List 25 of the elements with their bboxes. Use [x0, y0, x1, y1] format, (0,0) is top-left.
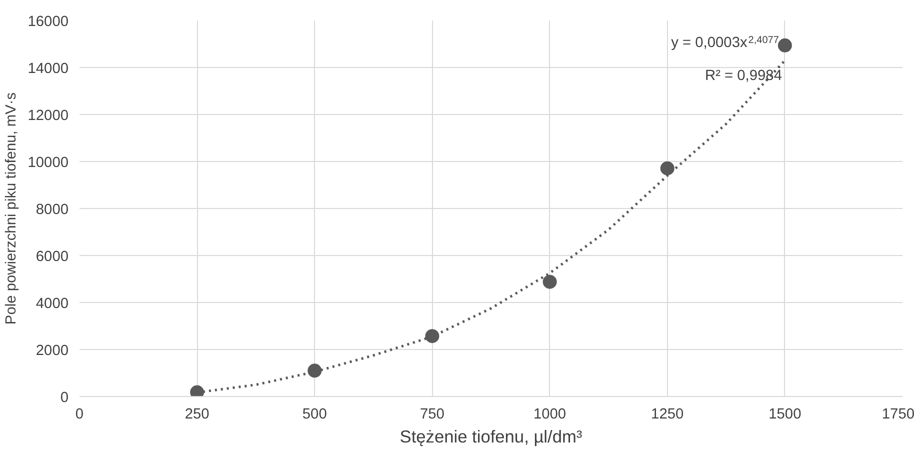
y-tick-label: 4000: [36, 296, 69, 312]
y-tick-label: 6000: [36, 249, 69, 265]
y-tick-label: 10000: [28, 155, 69, 171]
point: [425, 329, 440, 344]
x-tick-label: 750: [420, 406, 444, 422]
y-tick-label: 2000: [36, 343, 69, 359]
x-tick-label: 500: [302, 406, 327, 422]
point: [542, 274, 557, 289]
x-tick-label: 1500: [768, 406, 802, 422]
y-axis-title: Pole powierzchni piku tiofenu, mV·s: [4, 92, 20, 325]
x-tick-label: 250: [184, 406, 210, 422]
y-tick-label: 12000: [28, 108, 69, 124]
x-tick-label: 1250: [651, 406, 684, 422]
x-tick-label: 1000: [533, 406, 566, 422]
point: [308, 364, 322, 378]
x-tick-label: 1750: [882, 406, 914, 422]
x-tick-label: 0: [75, 406, 84, 422]
annotation: R² = 0,9984: [704, 68, 782, 84]
y-tick-label: 14000: [28, 61, 69, 77]
point: [660, 161, 674, 176]
y-tick-label: 16000: [28, 14, 69, 30]
x-axis-title: Stężenie tiofenu, µl/dm³: [400, 426, 582, 446]
y-tick-label: 0: [60, 390, 69, 406]
point: [778, 38, 792, 52]
y-tick-label: 8000: [36, 202, 69, 218]
